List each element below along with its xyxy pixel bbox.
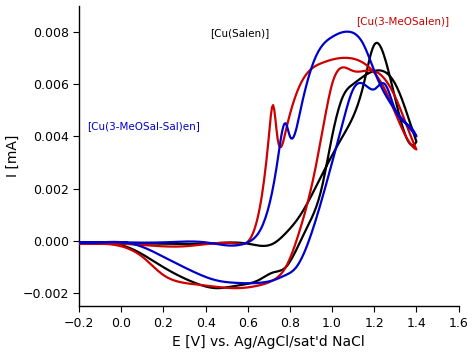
Text: [Cu(3-MeOSalen)]: [Cu(3-MeOSalen)] [356,16,449,26]
Text: [Cu(3-MeOSal-Sal)en]: [Cu(3-MeOSal-Sal)en] [87,121,200,131]
Text: [Cu(Salen)]: [Cu(Salen)] [210,28,269,38]
Y-axis label: I [mA]: I [mA] [6,135,19,177]
X-axis label: E [V] vs. Ag/AgCl/sat'd NaCl: E [V] vs. Ag/AgCl/sat'd NaCl [173,335,365,349]
